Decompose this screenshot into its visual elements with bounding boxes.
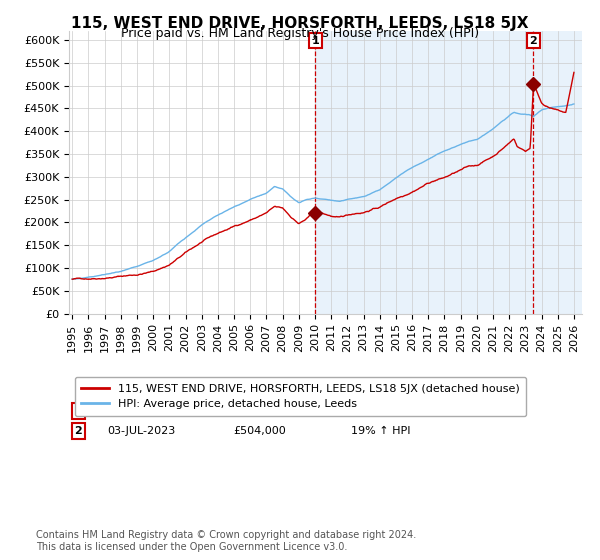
Legend: 115, WEST END DRIVE, HORSFORTH, LEEDS, LS18 5JX (detached house), HPI: Average p: 115, WEST END DRIVE, HORSFORTH, LEEDS, L… [74,377,526,416]
Text: 1: 1 [74,406,82,416]
Bar [316,31,582,314]
Text: £504,000: £504,000 [233,426,286,436]
Text: Price paid vs. HM Land Registry's House Price Index (HPI): Price paid vs. HM Land Registry's House … [121,27,479,40]
Text: 08-JAN-2010: 08-JAN-2010 [107,406,178,416]
Text: 2: 2 [530,36,538,46]
Text: £220,000: £220,000 [233,406,286,416]
Text: 1: 1 [311,36,319,46]
Text: 03-JUL-2023: 03-JUL-2023 [107,426,176,436]
Text: 19% ↑ HPI: 19% ↑ HPI [351,426,410,436]
Text: 12% ↓ HPI: 12% ↓ HPI [351,406,410,416]
Text: 2: 2 [74,426,82,436]
Text: Contains HM Land Registry data © Crown copyright and database right 2024.
This d: Contains HM Land Registry data © Crown c… [36,530,416,552]
Text: 115, WEST END DRIVE, HORSFORTH, LEEDS, LS18 5JX: 115, WEST END DRIVE, HORSFORTH, LEEDS, L… [71,16,529,31]
